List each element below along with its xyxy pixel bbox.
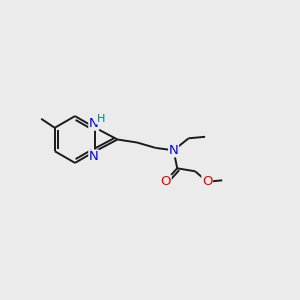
Text: O: O: [202, 175, 212, 188]
Text: N: N: [89, 150, 99, 163]
Text: N: N: [169, 144, 178, 157]
Text: N: N: [89, 117, 99, 130]
Text: O: O: [160, 175, 171, 188]
Text: H: H: [97, 114, 105, 124]
